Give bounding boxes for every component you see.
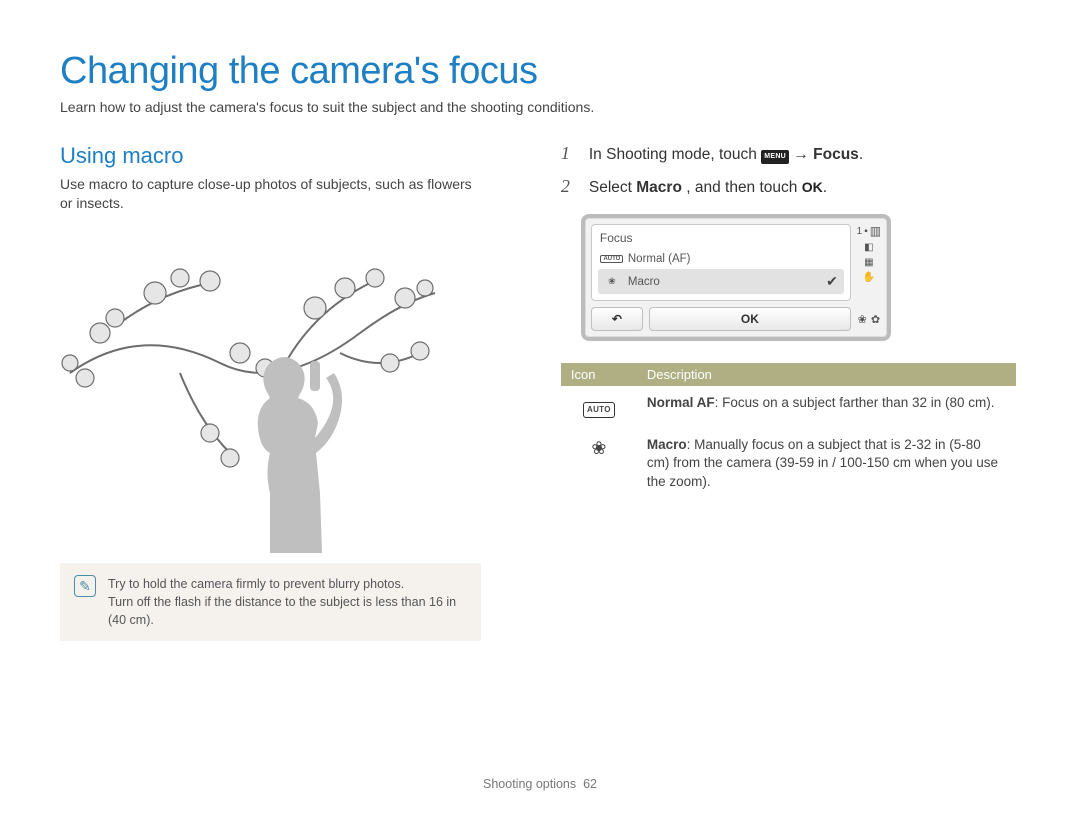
step-2: 2 Select Macro , and then touch OK. xyxy=(561,176,1020,199)
lcd-option-normal[interactable]: AUTO Normal (AF) xyxy=(598,249,844,269)
page-footer: Shooting options 62 xyxy=(0,777,1080,791)
status-icon: ◧ xyxy=(864,242,873,253)
auto-icon: AUTO xyxy=(600,255,623,263)
lcd-bottom-icons: ❀ ✿ xyxy=(857,307,881,331)
note-line-2: Turn off the flash if the distance to th… xyxy=(108,593,467,629)
lcd-opt1-label: Normal (AF) xyxy=(628,253,691,265)
flower-icon: ❀ xyxy=(604,276,620,288)
camera-lcd: Focus AUTO Normal (AF) ❀ Macro ✔ xyxy=(581,214,891,341)
step-number: 1 xyxy=(561,143,575,164)
lcd-opt2-label: Macro xyxy=(628,276,660,288)
menu-icon: MENU xyxy=(761,150,789,164)
flower-icon: ❀ xyxy=(858,313,867,326)
step1-bold: Focus xyxy=(813,146,859,163)
th-icon: Icon xyxy=(561,363,637,386)
step2-mid: , and then touch xyxy=(686,179,801,196)
note-line-1: Try to hold the camera firmly to prevent… xyxy=(108,575,467,593)
status-icon: ▦ xyxy=(864,257,873,268)
ok-icon: OK xyxy=(802,179,823,195)
flower-reset-icon: ✿ xyxy=(871,313,880,326)
row1-label: Normal AF xyxy=(647,395,715,410)
note-box: ✎ Try to hold the camera firmly to preve… xyxy=(60,563,481,641)
lcd-status-side: 1 ▪ ▥ ◧ ▦ ✋ xyxy=(857,224,881,301)
page-title: Changing the camera's focus xyxy=(60,50,1020,93)
lcd-side-num: 1 xyxy=(857,226,863,237)
row-desc-normal: Normal AF: Focus on a subject farther th… xyxy=(637,386,1016,427)
left-column: Using macro Use macro to capture close-u… xyxy=(60,143,481,641)
step-1: 1 In Shooting mode, touch MENU → Focus. xyxy=(561,143,1020,166)
macro-illustration xyxy=(60,223,440,553)
row2-label: Macro xyxy=(647,437,687,452)
section-heading: Using macro xyxy=(60,143,481,169)
step-number: 2 xyxy=(561,176,575,197)
lcd-back-button[interactable]: ↶ xyxy=(591,307,643,331)
step2-end: . xyxy=(823,179,827,196)
check-icon: ✔ xyxy=(826,273,838,290)
right-column: 1 In Shooting mode, touch MENU → Focus. … xyxy=(561,143,1020,641)
step1-text-pre: In Shooting mode, touch xyxy=(589,146,761,163)
step2-pre: Select xyxy=(589,179,636,196)
battery-icon: ▥ xyxy=(870,224,881,238)
row-icon-macro: ❀ xyxy=(561,428,637,501)
footer-section: Shooting options xyxy=(483,777,576,791)
note-icon: ✎ xyxy=(74,575,96,597)
th-desc: Description xyxy=(637,363,1016,386)
row-icon-normal: AUTO xyxy=(561,386,637,427)
step2-bold: Macro xyxy=(636,179,682,196)
sd-icon: ▪ xyxy=(864,226,868,237)
row-desc-macro: Macro: Manually focus on a subject that … xyxy=(637,428,1016,501)
lcd-ok-button[interactable]: OK xyxy=(649,307,851,331)
lcd-title: Focus xyxy=(598,229,844,249)
focus-description-table: Icon Description AUTO Normal AF: Focus o… xyxy=(561,363,1016,500)
lcd-panel: Focus AUTO Normal (AF) ❀ Macro ✔ xyxy=(591,224,851,301)
section-body: Use macro to capture close-up photos of … xyxy=(60,175,481,213)
row1-text: : Focus on a subject farther than 32 in … xyxy=(715,395,995,410)
lcd-option-macro[interactable]: ❀ Macro ✔ xyxy=(598,269,844,294)
row2-text: : Manually focus on a subject that is 2-… xyxy=(647,437,998,490)
status-icon: ✋ xyxy=(863,272,875,283)
footer-page: 62 xyxy=(583,777,597,791)
step1-arrow: → xyxy=(793,146,813,163)
step1-end: . xyxy=(859,146,863,163)
intro-text: Learn how to adjust the camera's focus t… xyxy=(60,99,1020,115)
